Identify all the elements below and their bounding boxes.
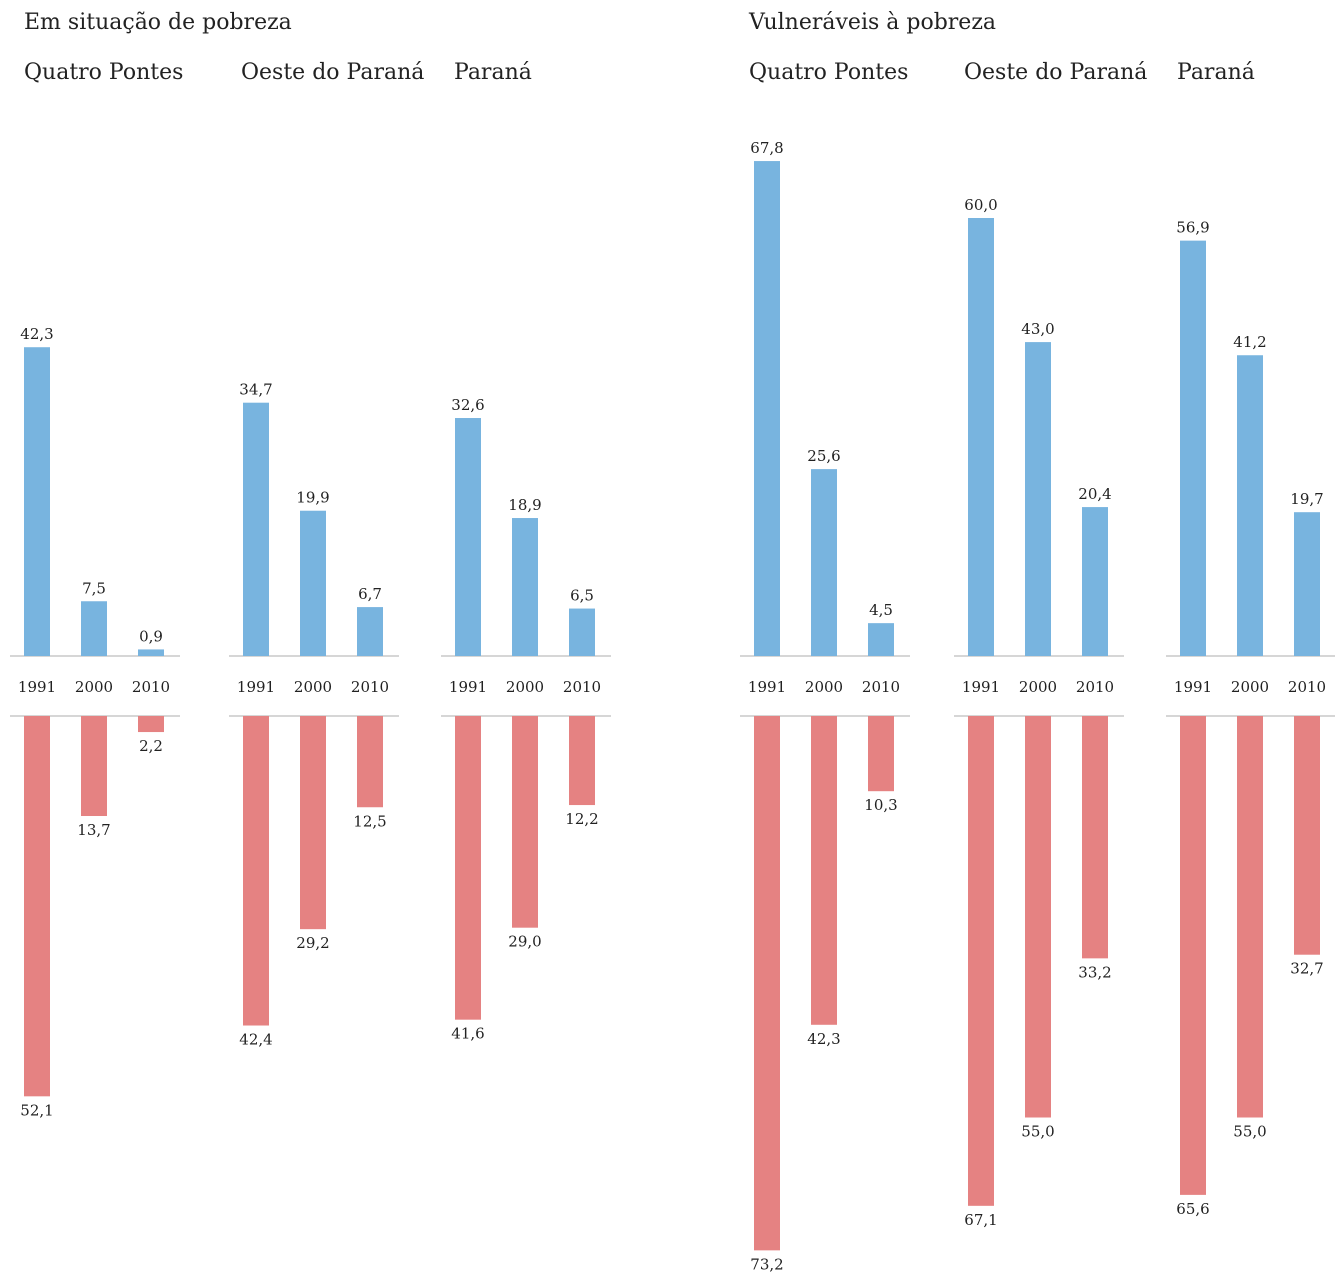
data-label-bottom: 32,7	[1290, 960, 1323, 978]
bar-bottom	[1025, 716, 1051, 1118]
bar-top	[1025, 342, 1051, 656]
year-tick-label: 2000	[1231, 678, 1269, 696]
data-label-bottom: 33,2	[1078, 963, 1111, 981]
bar-top	[1082, 507, 1108, 656]
year-tick-label: 2010	[563, 678, 601, 696]
bar-bottom	[81, 716, 107, 817]
panel-title: Quatro Pontes	[24, 60, 184, 85]
bar-bottom	[300, 716, 326, 930]
data-label-bottom: 12,2	[565, 810, 598, 828]
year-tick-label: 2000	[506, 678, 544, 696]
year-tick-label: 1991	[237, 678, 275, 696]
data-label-bottom: 42,4	[239, 1031, 272, 1049]
data-label-bottom: 29,2	[296, 934, 329, 952]
data-label-top: 32,6	[451, 396, 484, 414]
data-label-top: 42,3	[20, 325, 53, 343]
data-label-bottom: 65,6	[1176, 1200, 1209, 1218]
year-tick-label: 2000	[294, 678, 332, 696]
bar-top	[968, 218, 994, 656]
bar-bottom	[243, 716, 269, 1026]
bar-top	[455, 418, 481, 656]
bar-top	[512, 518, 538, 656]
data-label-top: 18,9	[508, 496, 541, 514]
data-label-top: 4,5	[869, 601, 893, 619]
bar-top	[357, 607, 383, 656]
panel-title: Paraná	[1177, 60, 1255, 85]
year-tick-label: 2010	[1288, 678, 1326, 696]
year-tick-label: 1991	[748, 678, 786, 696]
data-label-bottom: 52,1	[20, 1101, 53, 1119]
year-tick-label: 1991	[1174, 678, 1212, 696]
year-tick-label: 1991	[449, 678, 487, 696]
bar-bottom	[512, 716, 538, 928]
panel-title: Paraná	[454, 60, 532, 85]
data-label-bottom: 67,1	[964, 1211, 997, 1229]
data-label-top: 56,9	[1176, 219, 1209, 237]
year-tick-label: 2000	[1019, 678, 1057, 696]
section-title-pobreza: Em situação de pobreza	[24, 10, 292, 35]
year-tick-label: 1991	[962, 678, 1000, 696]
bar-bottom	[754, 716, 780, 1251]
data-label-bottom: 42,3	[807, 1030, 840, 1048]
data-label-top: 6,7	[358, 585, 382, 603]
year-tick-label: 2010	[862, 678, 900, 696]
bar-top	[1180, 240, 1206, 656]
bar-bottom	[455, 716, 481, 1020]
bar-bottom	[811, 716, 837, 1025]
data-label-top: 20,4	[1078, 485, 1111, 503]
data-label-bottom: 12,5	[353, 812, 386, 830]
year-tick-label: 2010	[132, 678, 170, 696]
data-label-bottom: 41,6	[451, 1025, 484, 1043]
data-label-top: 25,6	[807, 447, 840, 465]
bar-bottom	[24, 716, 50, 1097]
bar-top	[1237, 355, 1263, 656]
data-label-top: 6,5	[570, 587, 594, 605]
year-tick-label: 2010	[351, 678, 389, 696]
data-label-top: 19,7	[1290, 490, 1323, 508]
bar-bottom	[138, 716, 164, 733]
bar-top	[868, 623, 894, 656]
data-label-top: 43,0	[1021, 320, 1054, 338]
bar-top	[1294, 512, 1320, 656]
data-label-bottom: 55,0	[1233, 1123, 1266, 1141]
data-label-top: 60,0	[964, 196, 997, 214]
bar-bottom	[1082, 716, 1108, 959]
data-label-bottom: 29,0	[508, 933, 541, 951]
bar-bottom	[1180, 716, 1206, 1195]
panel-title: Oeste do Paraná	[241, 60, 425, 85]
bar-bottom	[569, 716, 595, 806]
year-tick-label: 2000	[75, 678, 113, 696]
data-label-bottom: 2,2	[139, 737, 163, 755]
bar-bottom	[968, 716, 994, 1206]
bar-bottom	[868, 716, 894, 792]
bar-top	[138, 649, 164, 656]
section-title-vulneraveis: Vulneráveis à pobreza	[749, 10, 997, 35]
bar-bottom	[357, 716, 383, 808]
panel-title: Quatro Pontes	[749, 60, 909, 85]
data-label-top: 19,9	[296, 489, 329, 507]
data-label-bottom: 13,7	[77, 821, 110, 839]
bar-bottom	[1294, 716, 1320, 955]
year-tick-label: 2000	[805, 678, 843, 696]
bar-top	[754, 161, 780, 656]
year-tick-label: 2010	[1076, 678, 1114, 696]
panel-title: Oeste do Paraná	[964, 60, 1148, 85]
bar-top	[81, 601, 107, 656]
year-tick-label: 1991	[18, 678, 56, 696]
data-label-top: 34,7	[239, 381, 272, 399]
data-label-top: 7,5	[82, 579, 106, 597]
data-label-top: 0,9	[139, 627, 163, 645]
bar-top	[243, 402, 269, 656]
bar-top	[569, 608, 595, 656]
bar-top	[24, 347, 50, 656]
bar-top	[811, 469, 837, 656]
data-label-bottom: 10,3	[864, 796, 897, 814]
data-label-top: 67,8	[750, 139, 783, 157]
bar-top	[300, 510, 326, 656]
data-label-bottom: 55,0	[1021, 1123, 1054, 1141]
bar-bottom	[1237, 716, 1263, 1118]
data-label-bottom: 73,2	[750, 1255, 783, 1273]
data-label-top: 41,2	[1233, 333, 1266, 351]
